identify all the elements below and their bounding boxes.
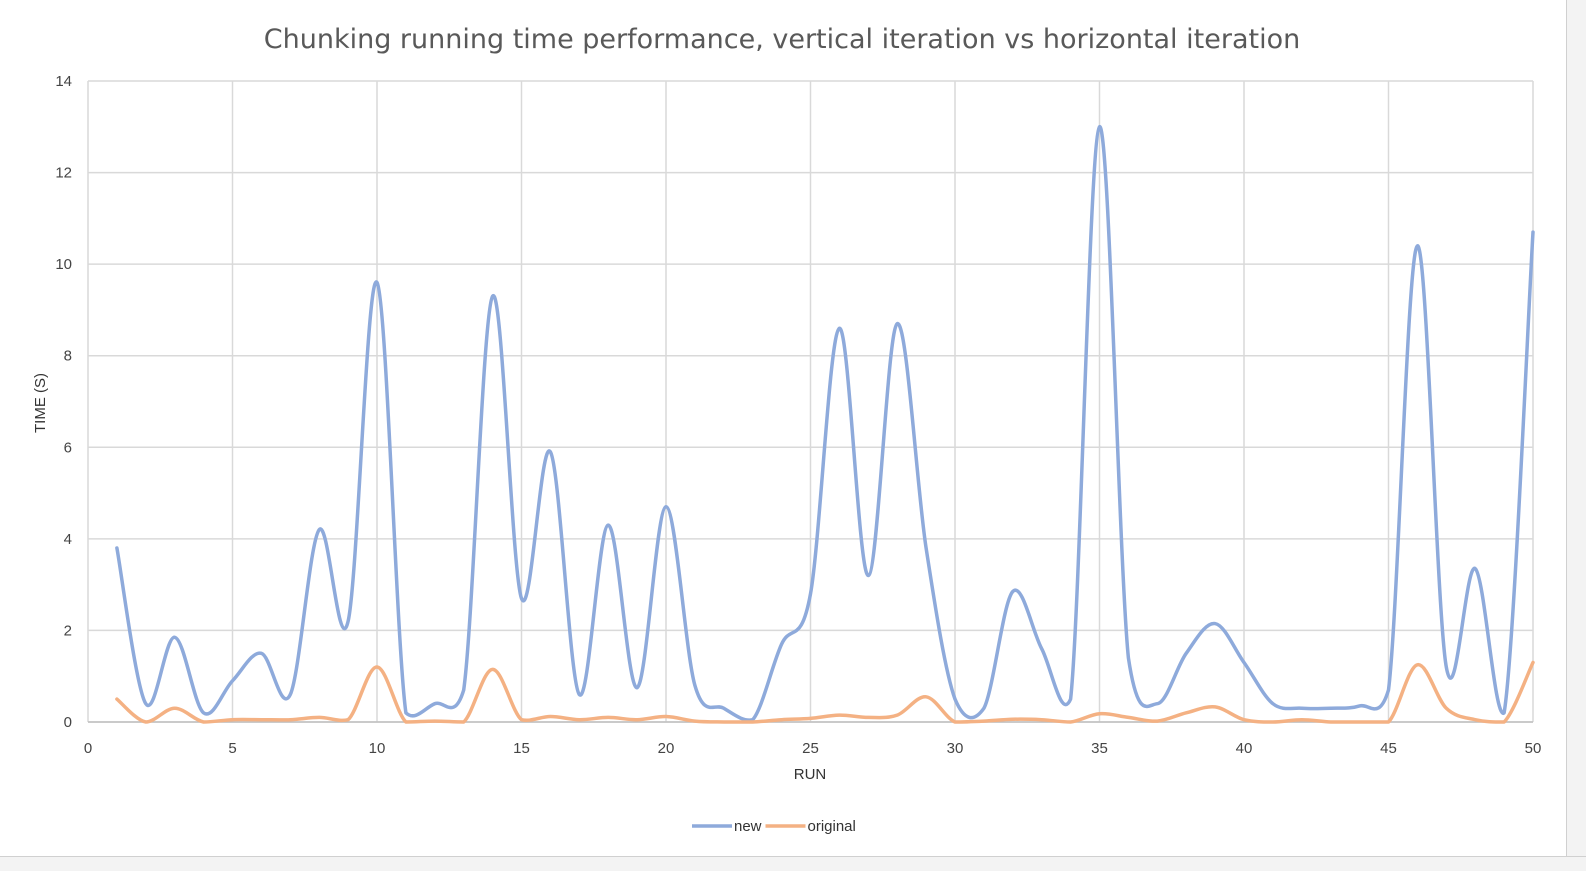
y-tick-label: 4 bbox=[64, 531, 72, 548]
x-tick-label: 30 bbox=[947, 740, 964, 757]
sheet-edge-bottom bbox=[0, 856, 1586, 871]
legend-label: original bbox=[808, 818, 856, 835]
chart[interactable]: 0 2 4 6 8 10 12 14 0 5 10 15 20 25 30 35 40 45 50 Chunking… bbox=[0, 0, 1566, 856]
x-tick-label: 5 bbox=[228, 740, 236, 757]
y-tick-label: 2 bbox=[64, 622, 72, 639]
chart-title: Chunking running time performance, verti… bbox=[264, 24, 1300, 55]
x-tick-label: 0 bbox=[84, 740, 92, 757]
x-tick-label: 40 bbox=[1236, 740, 1253, 757]
y-tick-label: 8 bbox=[64, 348, 72, 365]
x-tick-label: 10 bbox=[369, 740, 386, 757]
x-tick-label: 50 bbox=[1525, 740, 1542, 757]
legend-label: new bbox=[734, 818, 762, 835]
y-tick-label: 10 bbox=[55, 256, 72, 273]
series-layer bbox=[115, 125, 1535, 724]
y-tick-label: 0 bbox=[64, 714, 72, 731]
series-line-original bbox=[115, 660, 1535, 724]
sheet-edge-right bbox=[1566, 0, 1586, 870]
legend-item-new[interactable]: new bbox=[692, 818, 762, 835]
x-tick-label: 35 bbox=[1091, 740, 1108, 757]
x-tick-label: 20 bbox=[658, 740, 675, 757]
tick-labels: 0 2 4 6 8 10 12 14 0 5 10 15 20 25 30 35 40 45 50 bbox=[55, 73, 1541, 757]
y-tick-label: 14 bbox=[55, 73, 72, 90]
y-axis-title: TIME (S) bbox=[32, 373, 49, 433]
x-axis-title: RUN bbox=[794, 766, 827, 783]
x-tick-label: 45 bbox=[1380, 740, 1397, 757]
x-tick-label: 15 bbox=[513, 740, 530, 757]
y-tick-label: 12 bbox=[55, 165, 72, 182]
legend-item-original[interactable]: original bbox=[765, 818, 856, 835]
x-tick-label: 25 bbox=[802, 740, 819, 757]
y-tick-label: 6 bbox=[64, 439, 72, 456]
gridlines bbox=[87, 80, 1534, 723]
series-line-new bbox=[115, 125, 1535, 722]
legend[interactable]: new original bbox=[692, 818, 856, 835]
